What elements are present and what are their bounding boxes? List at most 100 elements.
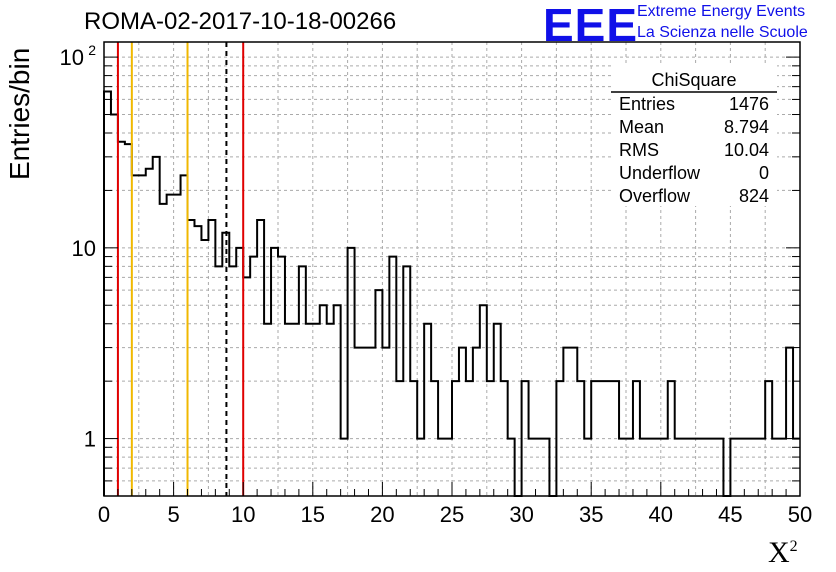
histogram-bin [661, 439, 668, 496]
histogram-bin [285, 324, 292, 496]
histogram-bin [181, 175, 188, 496]
histogram-bin [452, 381, 459, 496]
histogram-bin [675, 439, 682, 496]
chart-title: ROMA-02-2017-10-18-00266 [84, 8, 397, 35]
histogram-bin [243, 277, 250, 496]
histogram-bin [744, 439, 751, 496]
histogram-bin [710, 439, 717, 496]
stats-box-background [611, 64, 777, 206]
histogram-bin [292, 324, 299, 496]
histogram-bin [327, 324, 334, 496]
histogram-bin [396, 381, 403, 496]
histogram-bin [215, 266, 222, 496]
histogram-bin [167, 195, 174, 496]
x-tick-label: 20 [370, 502, 394, 527]
stats-row-value: 0 [759, 163, 769, 183]
histogram-bin [132, 175, 139, 496]
histogram-bin [584, 439, 591, 496]
y-tick-label: 10 [60, 45, 84, 70]
x-tick-label: 35 [579, 502, 603, 527]
x-tick-label: 50 [788, 502, 812, 527]
histogram-bin [522, 381, 529, 496]
histogram-bin [598, 381, 605, 496]
histogram-bin [633, 381, 640, 496]
histogram-bin [591, 381, 598, 496]
y-tick-label-exponent: 2 [88, 42, 96, 58]
histogram-bin [689, 439, 696, 496]
histogram-bin [355, 348, 362, 496]
histogram-bin [438, 439, 445, 496]
histogram-bin [473, 348, 480, 496]
histogram-bin [431, 381, 438, 496]
histogram-bin [654, 439, 661, 496]
histogram-bin [445, 439, 452, 496]
histogram-bin [529, 439, 536, 496]
x-axis-label-base: X [768, 536, 790, 569]
x-axis-label: X2 [768, 536, 798, 570]
histogram-bin [765, 381, 772, 496]
histogram-bin [730, 439, 737, 496]
histogram-series [103, 90, 800, 497]
histogram-bin [410, 381, 417, 496]
stats-row-label: RMS [619, 140, 659, 160]
histogram-bin [139, 175, 146, 496]
logo-line-1: Extreme Energy Events [637, 3, 806, 20]
histogram-bin [459, 348, 466, 496]
stats-row-value: 1476 [729, 94, 769, 114]
x-tick-label: 0 [98, 502, 110, 527]
x-tick-label: 25 [440, 502, 464, 527]
histogram-bin [772, 439, 779, 496]
histogram-bin [278, 257, 285, 496]
histogram-bin [716, 439, 723, 496]
histogram-bin [466, 381, 473, 496]
histogram-bin [362, 348, 369, 496]
y-tick-label: 10 [72, 236, 96, 261]
histogram-bin [570, 348, 577, 496]
stats-row-label: Underflow [619, 163, 701, 183]
histogram-bin [306, 324, 313, 496]
histogram-bin [188, 220, 195, 496]
histogram-bin [174, 195, 181, 496]
histogram-bin [368, 348, 375, 496]
histogram-bin [751, 439, 758, 496]
histogram-bin [417, 439, 424, 496]
histogram-bin [556, 381, 563, 496]
eee-logo-mark: EEE [543, 0, 639, 51]
histogram-bin [236, 248, 243, 496]
histogram-bin [382, 348, 389, 496]
histogram-bin [146, 169, 153, 496]
stats-row-label: Entries [619, 94, 675, 114]
x-tick-label: 5 [167, 502, 179, 527]
histogram-bin [696, 439, 703, 496]
histogram-bin [104, 92, 111, 496]
y-tick-label: 1 [84, 427, 96, 452]
stats-row-label: Mean [619, 117, 664, 137]
histogram-bin [786, 348, 793, 496]
x-tick-label: 30 [509, 502, 533, 527]
histogram-bin [703, 439, 710, 496]
histogram-bin [626, 439, 633, 496]
x-tick-label: 10 [231, 502, 255, 527]
histogram-bin [160, 204, 167, 496]
x-tick-label: 40 [649, 502, 673, 527]
stats-row-label: Overflow [619, 186, 691, 206]
histogram-bin [737, 439, 744, 496]
histogram-bin [194, 226, 201, 496]
histogram-bin [424, 324, 431, 496]
histogram-bin [494, 324, 501, 496]
x-axis-label-superscript: 2 [789, 538, 798, 555]
histogram-bin [389, 257, 396, 496]
histogram-bin [208, 220, 215, 496]
x-tick-label: 45 [718, 502, 742, 527]
histogram-bin [577, 381, 584, 496]
histogram-bin [640, 439, 647, 496]
stats-row-value: 824 [739, 186, 769, 206]
axis-ticks [103, 56, 801, 496]
histogram-bin [153, 157, 160, 496]
histogram-bin [320, 305, 327, 496]
histogram-bin [250, 257, 257, 496]
histogram-bin [299, 266, 306, 496]
histogram-bin [125, 144, 132, 496]
